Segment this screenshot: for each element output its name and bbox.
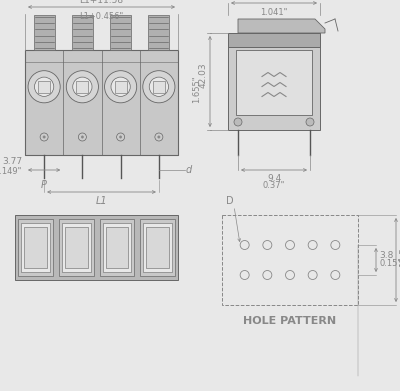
Text: 3.77: 3.77 — [2, 158, 22, 167]
Circle shape — [286, 271, 294, 280]
Circle shape — [143, 71, 175, 103]
Text: L1+0.456": L1+0.456" — [79, 12, 124, 21]
Text: 3.8: 3.8 — [379, 251, 393, 260]
Text: 0.149": 0.149" — [0, 167, 22, 176]
Bar — [34, 15, 55, 50]
Circle shape — [78, 133, 86, 141]
Text: L1+11.58: L1+11.58 — [80, 0, 124, 5]
Bar — [24, 227, 47, 268]
Circle shape — [34, 77, 54, 97]
Text: 0.15": 0.15" — [379, 260, 400, 269]
Bar — [65, 227, 88, 268]
Bar — [146, 227, 169, 268]
Circle shape — [104, 71, 137, 103]
Text: 26.45: 26.45 — [261, 0, 287, 1]
Bar — [114, 81, 127, 93]
Circle shape — [117, 133, 125, 141]
Bar — [100, 219, 134, 276]
Circle shape — [66, 71, 98, 103]
Circle shape — [263, 240, 272, 249]
Circle shape — [240, 240, 249, 249]
Circle shape — [263, 271, 272, 280]
Circle shape — [28, 71, 60, 103]
Bar — [76, 81, 88, 93]
Bar — [228, 33, 320, 47]
Circle shape — [331, 271, 340, 280]
Bar — [21, 223, 50, 272]
Text: 12.5: 12.5 — [399, 246, 400, 266]
Circle shape — [240, 271, 249, 280]
Text: HOLE PATTERN: HOLE PATTERN — [244, 316, 336, 326]
Bar — [228, 33, 320, 130]
Bar — [143, 223, 172, 272]
Bar — [236, 50, 312, 115]
Bar — [18, 219, 53, 276]
Circle shape — [286, 240, 294, 249]
Circle shape — [155, 133, 163, 141]
Bar — [25, 50, 178, 155]
Bar — [110, 15, 131, 50]
Circle shape — [43, 136, 45, 138]
Circle shape — [81, 136, 84, 138]
Circle shape — [158, 136, 160, 138]
Circle shape — [308, 271, 317, 280]
Text: 0.37": 0.37" — [263, 181, 285, 190]
Bar — [153, 81, 165, 93]
Bar — [148, 15, 169, 50]
Text: D: D — [226, 196, 234, 206]
Bar — [62, 223, 90, 272]
Bar — [72, 15, 93, 50]
Polygon shape — [238, 19, 325, 33]
Circle shape — [234, 118, 242, 126]
Text: d: d — [186, 165, 192, 175]
Circle shape — [111, 77, 130, 97]
Bar — [25, 50, 178, 155]
Text: 1.041": 1.041" — [260, 8, 288, 17]
Bar — [106, 227, 128, 268]
Circle shape — [120, 136, 122, 138]
Bar — [140, 219, 175, 276]
Text: 9.4: 9.4 — [267, 174, 281, 183]
Text: P: P — [41, 180, 47, 190]
Circle shape — [149, 77, 168, 97]
Circle shape — [40, 133, 48, 141]
Circle shape — [308, 240, 317, 249]
Text: 1.655": 1.655" — [192, 76, 201, 103]
Bar — [15, 215, 178, 280]
Bar — [38, 81, 50, 93]
Circle shape — [331, 240, 340, 249]
Circle shape — [306, 118, 314, 126]
Text: 42.03: 42.03 — [199, 63, 208, 88]
Text: L1: L1 — [96, 196, 107, 206]
Bar — [102, 223, 131, 272]
Bar — [222, 215, 358, 305]
Circle shape — [73, 77, 92, 97]
Bar — [59, 219, 94, 276]
